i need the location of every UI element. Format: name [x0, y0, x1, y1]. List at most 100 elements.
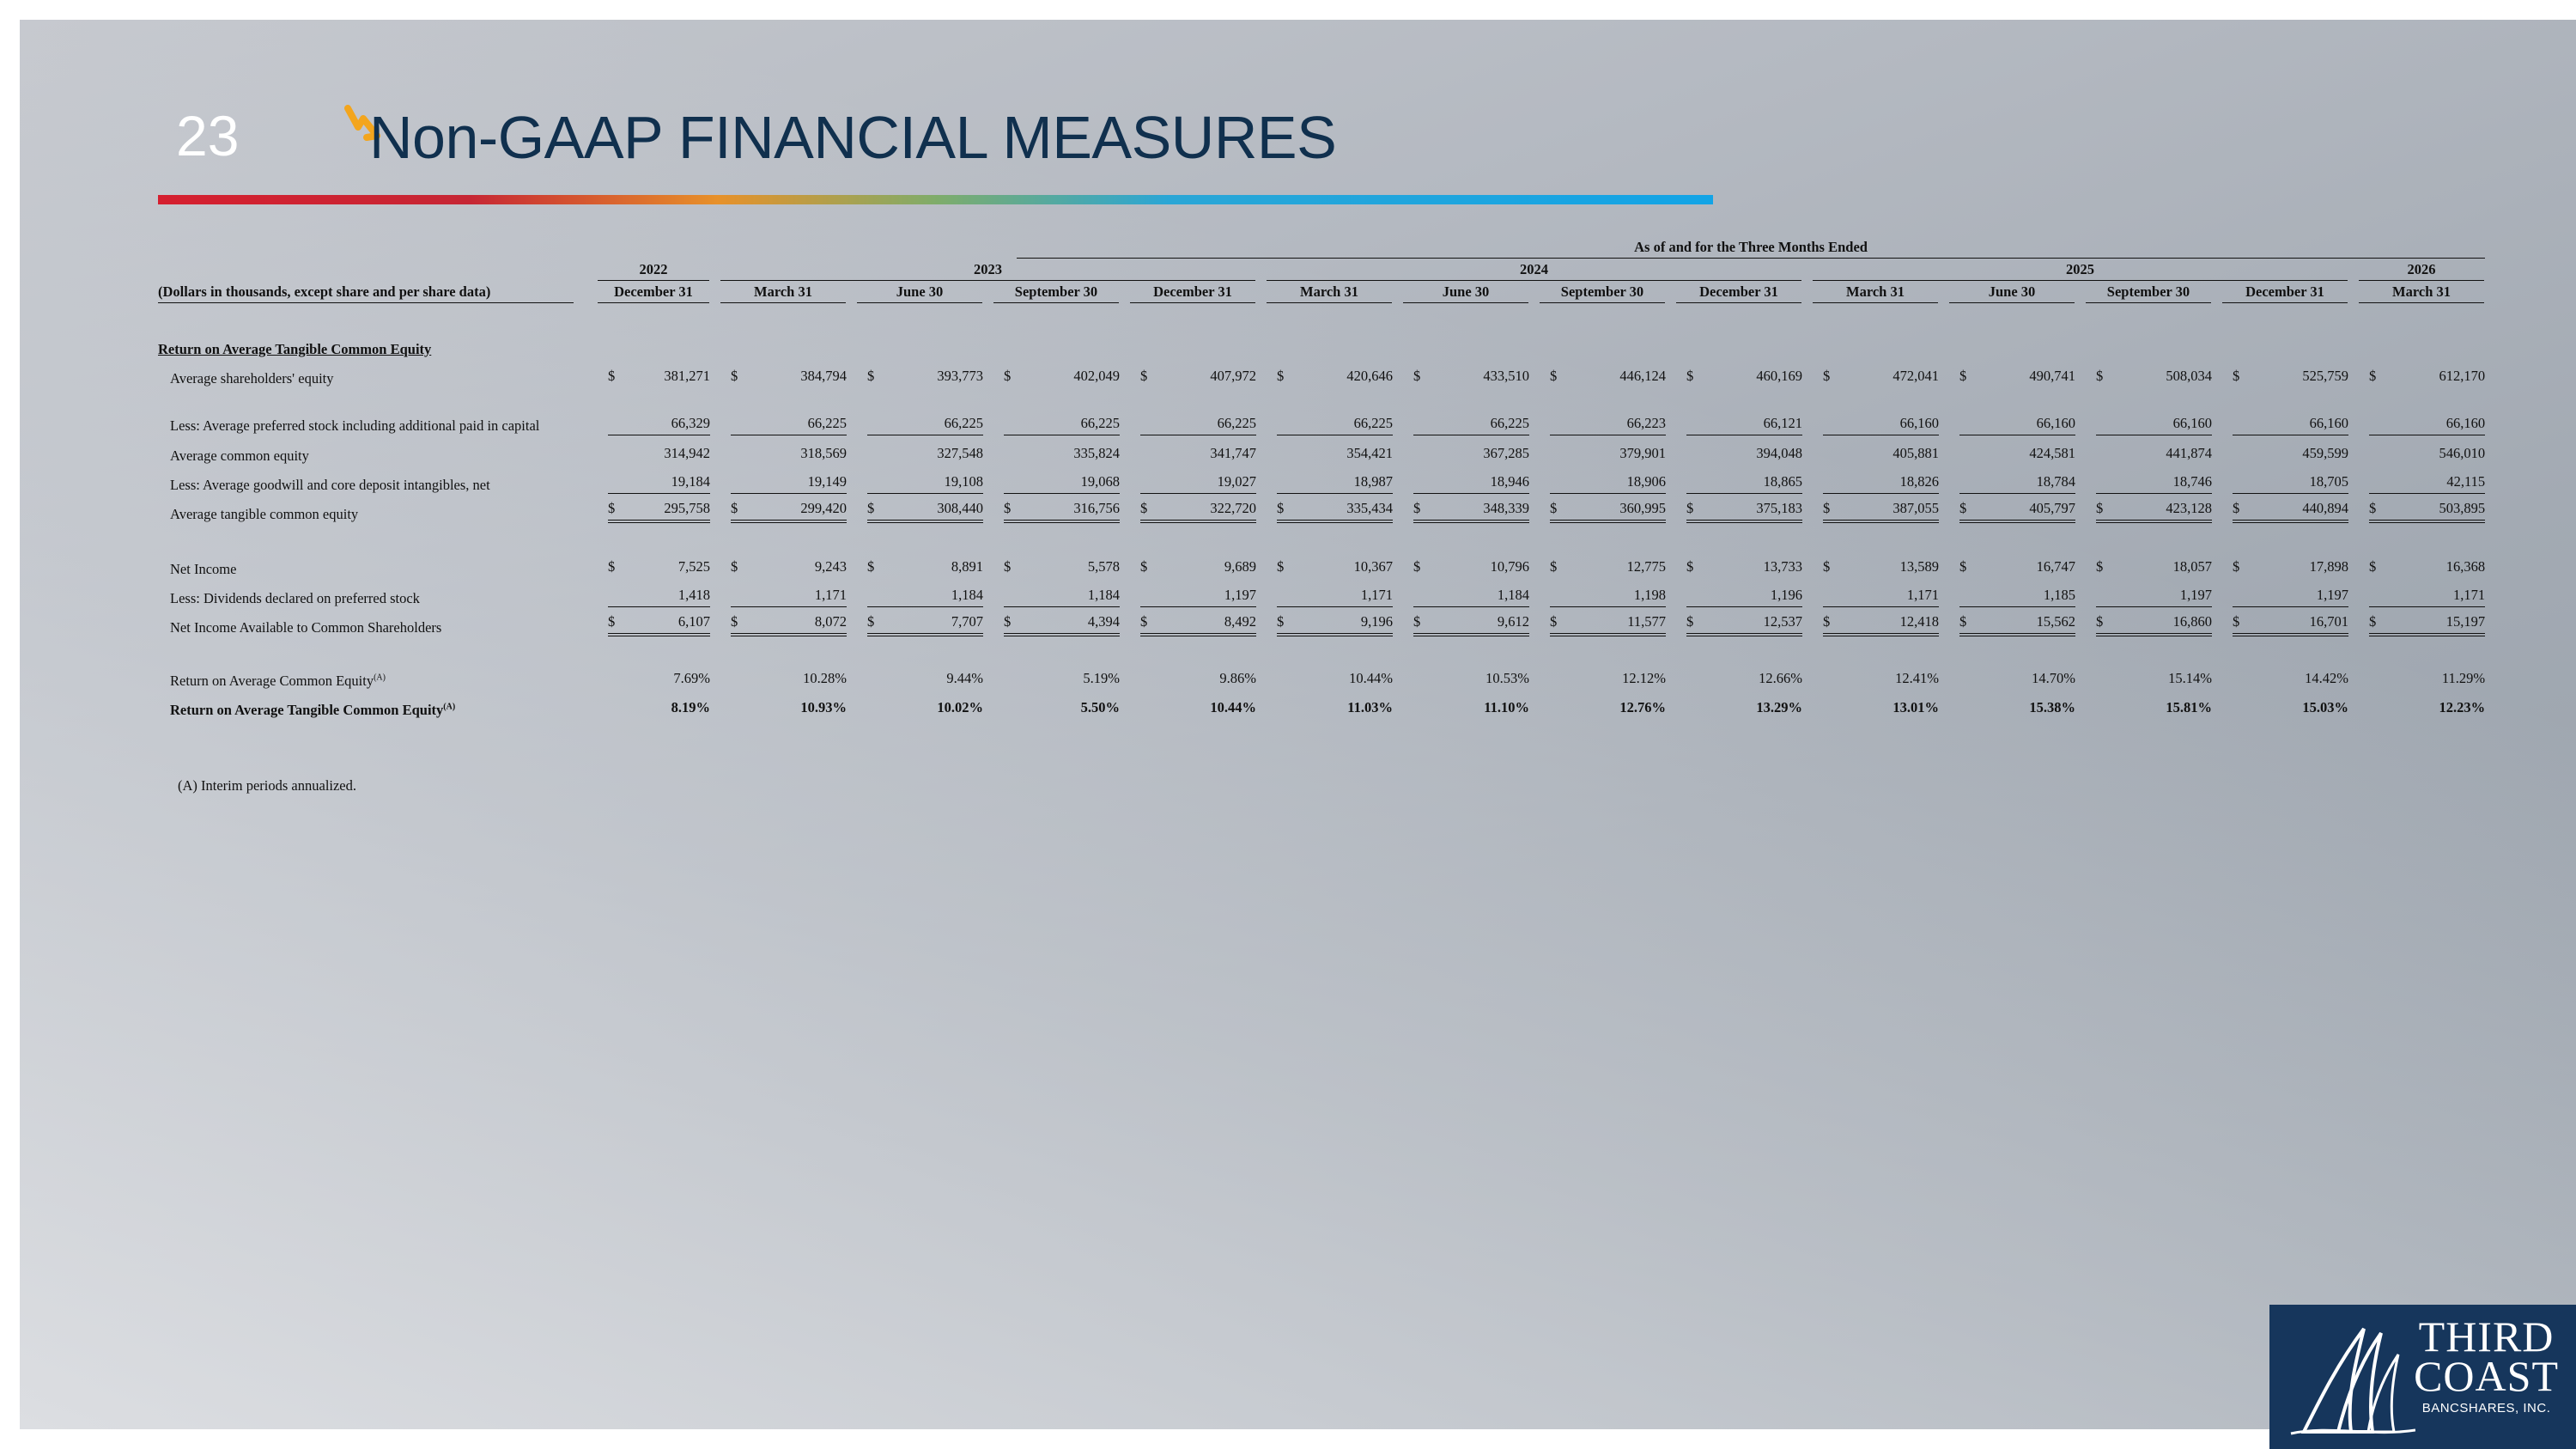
cell-value: 1,171 — [814, 587, 847, 603]
cell-value: 66,329 — [671, 415, 710, 431]
cell-value: 360,995 — [1619, 500, 1666, 516]
cell-value: 405,797 — [2029, 500, 2075, 516]
dollar-sign: $ — [731, 558, 738, 575]
cell-value: 12,775 — [1626, 558, 1666, 575]
dollar-sign: $ — [1277, 500, 1285, 516]
cell-value: 316,756 — [1073, 500, 1120, 516]
cell-value: 299,420 — [800, 500, 847, 516]
dollar-sign: $ — [1686, 500, 1694, 516]
cell-value: 335,434 — [1346, 500, 1393, 516]
cell-value: 12.23% — [2439, 699, 2486, 715]
label-header: (Dollars in thousands, except share and … — [158, 283, 574, 303]
cell-value: 394,048 — [1756, 445, 1802, 461]
period-header: March 31 — [720, 283, 846, 303]
dollar-sign: $ — [608, 558, 616, 575]
cell-value: 318,569 — [800, 445, 847, 461]
cell-value: 314,942 — [664, 445, 710, 461]
dollar-sign: $ — [1413, 558, 1421, 575]
dollar-sign: $ — [2096, 558, 2104, 575]
year-header: 2023 — [720, 261, 1255, 281]
cell-value: 12.76% — [1619, 699, 1666, 715]
cell-value: 14.42% — [2305, 670, 2348, 686]
cell-value: 18,906 — [1626, 473, 1666, 490]
row-label: Less: Average goodwill and core deposit … — [170, 477, 490, 493]
cell-value: 612,170 — [2439, 368, 2486, 384]
cell-value: 490,741 — [2029, 368, 2075, 384]
cell-value: 18,057 — [2172, 558, 2212, 575]
cell-value: 10.44% — [1349, 670, 1393, 686]
cell-value: 11,577 — [1627, 613, 1666, 630]
cell-value: 19,149 — [807, 473, 847, 490]
table-row-avg-sh-equity: Average shareholders' equity $381,271 $384… — [158, 358, 2485, 387]
cell-value: 405,881 — [1893, 445, 1939, 461]
dollar-sign: $ — [2369, 613, 2377, 630]
dollar-sign: $ — [731, 368, 738, 384]
cell-value: 5.19% — [1083, 670, 1120, 686]
cell-value: 10,367 — [1353, 558, 1393, 575]
cell-value: 393,773 — [937, 368, 983, 384]
dollar-sign: $ — [1550, 500, 1558, 516]
cell-value: 472,041 — [1893, 368, 1939, 384]
financial-table: As of and for the Three Months Ended 2022… — [158, 236, 2486, 719]
table-row-ni-common: Net Income Available to Common Sharehold… — [158, 607, 2486, 636]
cell-value: 42,115 — [2446, 473, 2486, 490]
dollar-sign: $ — [867, 613, 875, 630]
period-header: March 31 — [1813, 283, 1938, 303]
dollar-sign: $ — [1550, 368, 1558, 384]
cell-value: 384,794 — [800, 368, 847, 384]
dollar-sign: $ — [1959, 613, 1967, 630]
year-header: 2026 — [2359, 261, 2485, 281]
cell-value: 1,184 — [951, 587, 983, 603]
dollar-sign: $ — [1140, 368, 1148, 384]
dollar-sign: $ — [731, 613, 738, 630]
cell-value: 375,183 — [1756, 500, 1802, 516]
cell-value: 1,198 — [1633, 587, 1666, 603]
cell-value: 1,184 — [1497, 587, 1529, 603]
cell-value: 423,128 — [2166, 500, 2212, 516]
cell-value: 335,824 — [1073, 445, 1120, 461]
dollar-sign: $ — [867, 558, 875, 575]
cell-value: 7.69% — [673, 670, 710, 686]
cell-value: 66,160 — [2309, 415, 2348, 431]
cell-value: 17,898 — [2309, 558, 2348, 575]
cell-value: 11.03% — [1347, 699, 1393, 715]
cell-value: 10,796 — [1490, 558, 1529, 575]
cell-value: 12.12% — [1622, 670, 1666, 686]
cell-value: 10.44% — [1210, 699, 1256, 715]
cell-value: 8.19% — [671, 699, 710, 715]
period-header: March 31 — [1267, 283, 1392, 303]
dollar-sign: $ — [1004, 558, 1012, 575]
cell-value: 11.10% — [1484, 699, 1529, 715]
cell-value: 1,196 — [1770, 587, 1802, 603]
dollar-sign: $ — [2369, 558, 2377, 575]
cell-value: 433,510 — [1483, 368, 1529, 384]
cell-value: 440,894 — [2302, 500, 2348, 516]
dollar-sign: $ — [2369, 368, 2377, 384]
super-header: As of and for the Three Months Ended — [1017, 239, 2486, 259]
dollar-sign: $ — [1140, 558, 1148, 575]
cell-value: 508,034 — [2166, 368, 2212, 384]
cell-value: 9,612 — [1497, 613, 1529, 630]
dollar-sign: $ — [2233, 558, 2240, 575]
cell-value: 16,368 — [2445, 558, 2486, 575]
dollar-sign: $ — [1413, 613, 1421, 630]
dollar-sign: $ — [1413, 500, 1421, 516]
dollar-sign: $ — [1686, 558, 1694, 575]
cell-value: 66,225 — [1080, 415, 1120, 431]
cell-value: 16,701 — [2309, 613, 2348, 630]
cell-value: 66,223 — [1626, 415, 1666, 431]
dollar-sign: $ — [867, 368, 875, 384]
cell-value: 8,492 — [1224, 613, 1256, 630]
cell-value: 66,225 — [807, 415, 847, 431]
cell-value: 9,243 — [814, 558, 847, 575]
cell-value: 354,421 — [1346, 445, 1393, 461]
cell-value: 13,733 — [1763, 558, 1802, 575]
table-row-net-income: Net Income $7,525 $9,243 $8,891 $5,578 $9,689… — [158, 549, 2485, 578]
cell-value: 66,160 — [2445, 415, 2486, 431]
table-row-avg-tangible: Average tangible common equity $295,758 $2… — [158, 494, 2486, 523]
dollar-sign: $ — [2096, 368, 2104, 384]
cell-value: 10.28% — [803, 670, 847, 686]
table-row-rotce: Return on Average Tangible Common Equity… — [158, 690, 2485, 719]
cell-value: 66,121 — [1763, 415, 1802, 431]
logo-line1: THIRD — [2418, 1312, 2555, 1361]
